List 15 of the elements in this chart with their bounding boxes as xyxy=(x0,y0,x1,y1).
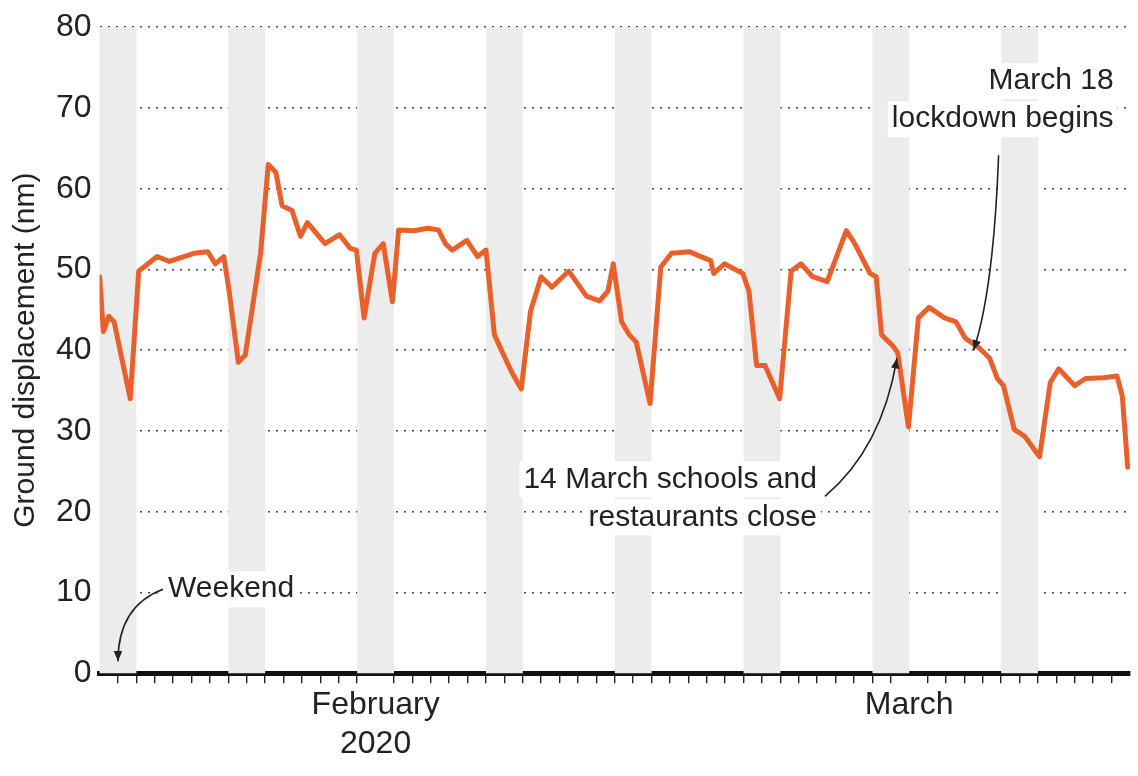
x-tick-label: March xyxy=(864,685,954,722)
y-tick-label: 40 xyxy=(56,330,92,367)
y-tick-label: 10 xyxy=(56,572,92,609)
y-axis-title: Ground displacement (nm) xyxy=(7,172,41,528)
y-tick-label: 60 xyxy=(56,168,92,205)
y-tick-label: 0 xyxy=(73,653,92,690)
annotation: Weekend xyxy=(167,570,295,604)
x-tick-label: February 2020 xyxy=(311,685,440,760)
y-tick-label: 50 xyxy=(56,249,92,286)
y-tick-label: 20 xyxy=(56,491,92,528)
annotation: March 18 lockdown begins xyxy=(891,62,1114,134)
y-tick-label: 30 xyxy=(56,410,92,447)
y-tick-label: 80 xyxy=(56,7,92,44)
annotation: 14 March schools and restaurants close xyxy=(523,460,817,532)
y-tick-label: 70 xyxy=(56,87,92,124)
